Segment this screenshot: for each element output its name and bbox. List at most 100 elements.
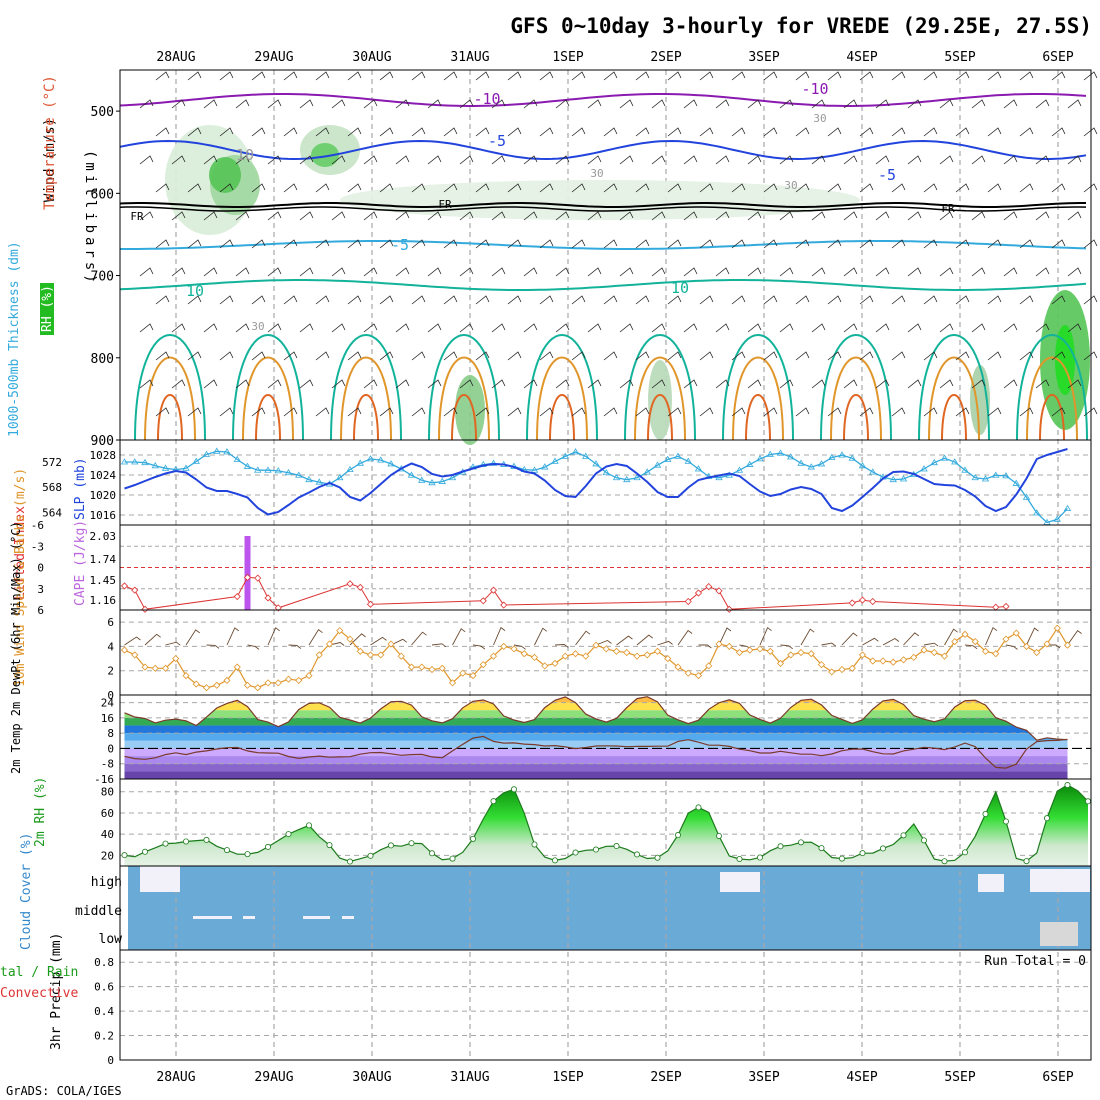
rh2m-line-marker [818, 845, 825, 852]
wind-barb [203, 379, 218, 389]
wind-barb [539, 127, 554, 137]
wind-barb [603, 239, 618, 249]
wind-barb [315, 71, 330, 81]
lifted-index-line-marker [233, 592, 241, 601]
temp-band [124, 717, 1068, 726]
wind10m-barb [616, 635, 633, 646]
wind-barb [1035, 267, 1050, 277]
date-label-bottom: 28AUG [156, 1070, 195, 1085]
millibars-axis-label: (millibars) [82, 150, 98, 287]
wind-barb [491, 323, 506, 333]
wind-barb [267, 211, 282, 221]
wind-barb [987, 295, 1002, 305]
rh2m-line-marker [572, 849, 579, 856]
wind-barb [251, 71, 266, 81]
wind10m-speed-line-marker [182, 672, 190, 680]
thickness-line-marker [828, 453, 836, 461]
rh2m-line-marker [469, 835, 476, 842]
wind10m-speed-line-marker [899, 656, 908, 664]
thickness-line-marker [151, 462, 159, 469]
wind-barb [875, 211, 890, 221]
wind-barb [1067, 323, 1082, 333]
wind-barb [1067, 211, 1082, 221]
wind-barb [315, 239, 330, 249]
contour-label: -5 [391, 236, 409, 254]
wind-barb [507, 71, 522, 81]
wind-barb [763, 239, 778, 249]
wind-barb [699, 127, 714, 137]
rh2m-line-marker [1023, 858, 1030, 865]
wind-barb [827, 239, 842, 249]
wind-barb [859, 351, 874, 361]
wind-barb [891, 295, 906, 305]
wind10m-barb [964, 644, 978, 650]
lifted-index-line-marker [479, 597, 487, 605]
wind10m-barb [124, 636, 141, 646]
thickness-line-marker [561, 452, 569, 459]
wind-barb [907, 323, 922, 333]
run-total-label: Run Total = 0 [984, 954, 1086, 969]
thickness-line-marker [336, 474, 344, 481]
contour-temp-20 [634, 356, 686, 441]
thickness-line-marker [366, 455, 375, 462]
wind10m-speed-line-marker [264, 679, 272, 687]
contour-label: 30 [251, 320, 264, 333]
thickness-line-marker [951, 458, 959, 465]
wind-barb [939, 267, 954, 277]
wind-barb [603, 71, 618, 81]
wind-barb [1083, 71, 1098, 81]
thickness-line-marker [356, 459, 364, 466]
wind10m-barb [985, 626, 998, 646]
wind-barb [619, 155, 634, 165]
wind-barb [443, 183, 458, 193]
wind-barb [1051, 351, 1066, 361]
thickness-line-marker [254, 466, 262, 473]
wind-barb [507, 239, 522, 249]
wind-barb [251, 183, 266, 193]
contour-label: FR [130, 210, 144, 223]
rh2m-line-marker [675, 832, 682, 839]
wind-barb [987, 127, 1002, 137]
wind-barb [555, 267, 570, 277]
thickness-line-marker [305, 475, 313, 483]
lifted-index-line-marker [356, 583, 364, 591]
wind-barb [923, 127, 938, 137]
thickness-line-marker [233, 455, 241, 462]
contour-temp-20 [732, 356, 784, 441]
wind-barb [155, 127, 170, 137]
wind10m-speed-line-marker [213, 681, 221, 689]
rh2m-line-marker [305, 822, 312, 829]
temp-tick-label: 16 [101, 712, 114, 725]
wind-barb [219, 351, 234, 361]
wind-barb [539, 351, 554, 361]
wind-barb [651, 211, 666, 221]
lifted-index-line-marker [992, 603, 1000, 611]
wind-barb [971, 99, 986, 109]
slp-tick-label: 1020 [90, 489, 117, 502]
thickness-line-marker [971, 474, 979, 481]
wind-barb [427, 267, 442, 277]
wind-barb [955, 127, 970, 137]
wind10m-speed-line-marker [561, 652, 569, 660]
wind10m-barb [923, 642, 939, 647]
temp-band [124, 702, 1068, 711]
wind-barb [891, 127, 906, 137]
wind-barb [507, 351, 522, 361]
wind-barb [267, 323, 282, 333]
wind10m-speed-line-marker [223, 676, 231, 684]
temp-tick-label: -16 [94, 773, 114, 786]
date-label-top: 28AUG [156, 50, 195, 65]
wind-barb [907, 267, 922, 277]
wind10m-barb [513, 644, 526, 650]
wind-barb [795, 127, 810, 137]
pressure-tick-label: 600 [91, 187, 114, 202]
wind-barb [971, 379, 986, 389]
lifted-index-line-marker [346, 580, 354, 588]
rh2m-axis-label: 2m RH (%) [33, 777, 48, 847]
wind-barb [923, 183, 938, 193]
wind-barb [763, 71, 778, 81]
wind-barb [811, 155, 826, 165]
wind-barb [987, 239, 1002, 249]
temperature-axis-label: Temperature (°C) [42, 75, 58, 210]
rh-axis-label: RH (%) [40, 285, 55, 332]
